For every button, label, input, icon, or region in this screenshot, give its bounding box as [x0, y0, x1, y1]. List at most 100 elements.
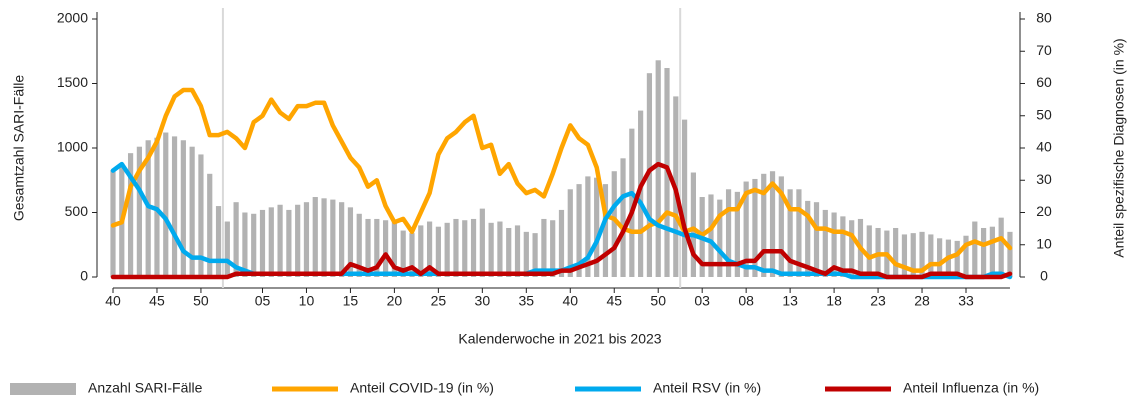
x-axis-title: Kalenderwoche in 2021 bis 2023 — [458, 331, 661, 347]
y2-tick-label: 30 — [1036, 171, 1052, 187]
bar — [919, 231, 925, 277]
bar — [734, 191, 740, 277]
bar — [470, 218, 477, 277]
bar — [796, 189, 802, 277]
x-tick-label: 08 — [738, 293, 754, 309]
x-tick-label: 35 — [519, 293, 535, 309]
bar — [541, 218, 547, 277]
y2-tick-label: 80 — [1036, 10, 1052, 26]
bar — [506, 227, 512, 277]
y-axis-title: Gesamtzahl SARI-Fälle — [11, 75, 27, 221]
bar — [620, 158, 626, 277]
y2-tick-label: 60 — [1036, 74, 1052, 90]
bar — [849, 220, 855, 277]
bar — [980, 227, 987, 277]
bar — [752, 178, 758, 277]
bar — [567, 189, 573, 277]
bar — [312, 197, 318, 277]
bar — [893, 227, 899, 277]
legend-label: Anteil RSV (in %) — [653, 380, 761, 396]
bar — [303, 202, 310, 277]
bar — [778, 176, 784, 277]
x-tick-label: 03 — [694, 293, 710, 309]
bar — [989, 226, 995, 277]
bar — [629, 128, 635, 277]
x-tick-label: 33 — [958, 293, 974, 309]
legend-label: Anteil Influenza (in %) — [903, 380, 1039, 396]
bar — [866, 225, 872, 277]
x-tick-label: 18 — [826, 293, 842, 309]
bar — [761, 173, 767, 277]
bar — [708, 194, 714, 277]
bar — [295, 204, 301, 277]
bar — [831, 212, 837, 277]
bar — [242, 212, 248, 277]
x-tick-label: 50 — [193, 293, 209, 309]
bar — [638, 110, 644, 277]
y2-tick-label: 0 — [1040, 268, 1048, 284]
bar — [207, 173, 213, 277]
bar — [356, 213, 362, 277]
bar — [418, 225, 424, 277]
bar — [805, 200, 811, 277]
bar — [233, 202, 239, 277]
x-tick-label: 45 — [149, 293, 165, 309]
x-tick-label: 15 — [343, 293, 359, 309]
bar — [550, 220, 556, 277]
bar — [145, 140, 151, 277]
y2-tick-label: 10 — [1036, 235, 1052, 251]
legend-swatch — [10, 383, 76, 395]
y2-axis-title: Anteil spezifische Diagnosen (in %) — [1111, 38, 1127, 257]
x-tick-label: 13 — [782, 293, 798, 309]
bar — [769, 171, 776, 277]
bar — [690, 172, 696, 277]
bar — [1007, 231, 1013, 277]
bar — [514, 225, 521, 277]
bar — [523, 231, 529, 277]
bar — [409, 233, 415, 277]
bar — [787, 189, 793, 277]
bar — [453, 218, 459, 277]
bar — [400, 230, 406, 277]
bar — [840, 216, 846, 277]
bar — [479, 208, 485, 277]
bar — [339, 202, 345, 277]
bar — [576, 184, 582, 277]
bar — [277, 204, 283, 277]
bar — [330, 199, 336, 277]
bar — [435, 226, 441, 277]
y2-tick-label: 40 — [1036, 139, 1052, 155]
bar — [198, 154, 204, 277]
x-tick-label: 05 — [255, 293, 271, 309]
bar — [347, 207, 354, 277]
x-tick-label: 20 — [387, 293, 403, 309]
legend-label: Anteil COVID-19 (in %) — [350, 380, 494, 396]
bar — [321, 198, 327, 277]
bar — [374, 218, 380, 277]
legend-label: Anzahl SARI-Fälle — [88, 380, 203, 396]
bar — [215, 206, 222, 277]
x-tick-label: 25 — [431, 293, 447, 309]
y2-tick-label: 70 — [1036, 42, 1052, 58]
bar — [365, 218, 371, 277]
bar — [488, 222, 494, 277]
bar — [462, 220, 468, 277]
bar — [822, 209, 828, 277]
bar — [558, 209, 565, 277]
bar — [268, 207, 274, 277]
bar — [136, 146, 142, 277]
bar — [602, 184, 609, 277]
x-tick-label: 45 — [606, 293, 622, 309]
x-tick-label: 23 — [870, 293, 886, 309]
bar — [251, 213, 257, 277]
y-tick-label: 500 — [65, 203, 89, 219]
line — [110, 161, 1013, 280]
y2-tick-label: 50 — [1036, 106, 1052, 122]
bar — [391, 221, 398, 277]
bar — [998, 217, 1004, 277]
bar — [910, 233, 916, 277]
bar — [171, 136, 178, 277]
bar — [972, 221, 978, 277]
bar — [937, 238, 943, 277]
